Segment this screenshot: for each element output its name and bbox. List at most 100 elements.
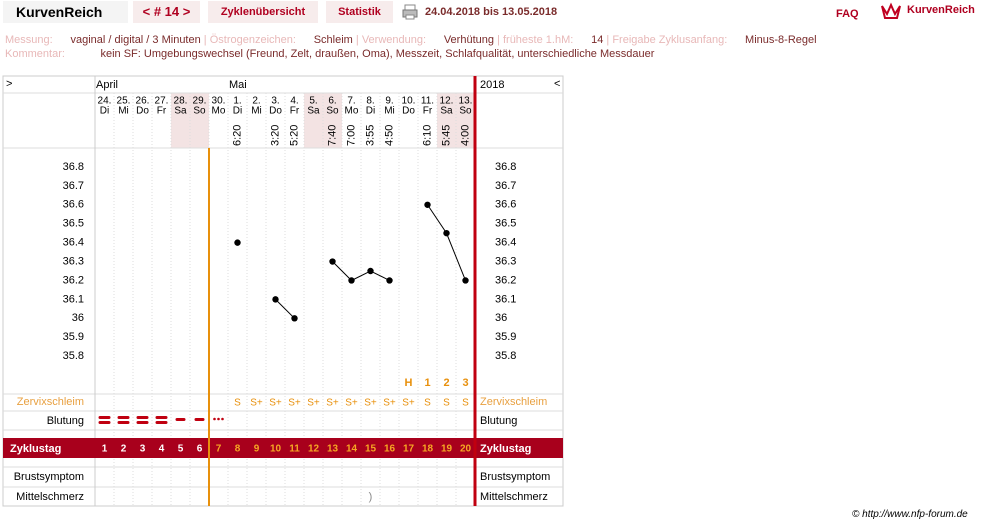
row-label: Blutung xyxy=(47,415,84,427)
y-tick-label: 36 xyxy=(495,312,507,324)
cycle-day: 12 xyxy=(308,444,320,455)
temperature-point xyxy=(367,267,374,275)
day-number: 24. xyxy=(98,96,112,107)
y-tick-label: 36.4 xyxy=(63,237,84,249)
measure-time: 4:00 xyxy=(459,125,471,146)
weekday: Mi xyxy=(118,106,129,117)
weekday: Fr xyxy=(290,106,300,117)
weekday: Do xyxy=(136,106,149,117)
tab[interactable]: Zyklenübersicht xyxy=(208,1,318,23)
weekday: Fr xyxy=(157,106,167,117)
tab[interactable]: Statistik xyxy=(326,1,393,23)
cervix-symbol: S+ xyxy=(364,398,377,409)
cycle-day: 6 xyxy=(197,444,203,455)
day-number: 1. xyxy=(233,96,241,107)
weekday: So xyxy=(193,106,206,117)
info-label: Freigabe Zyklusanfang: xyxy=(612,34,728,46)
row-label: Zyklustag xyxy=(10,443,61,455)
measure-time: 5:45 xyxy=(440,125,452,146)
measure-time: 5:20 xyxy=(288,125,300,146)
row-label: Zervixschleim xyxy=(480,396,547,408)
logo-text: KurvenReich xyxy=(907,4,975,16)
measure-time: 3:20 xyxy=(269,125,281,146)
weekday: Di xyxy=(233,106,242,117)
print-icon[interactable] xyxy=(402,4,418,20)
y-tick-label: 36.4 xyxy=(495,237,516,249)
y-tick-label: 36.2 xyxy=(63,274,84,286)
cervix-symbol: S+ xyxy=(326,398,339,409)
weekday: Mo xyxy=(345,106,359,117)
day-number: 4. xyxy=(290,96,298,107)
bleeding-icon xyxy=(194,418,205,421)
cycle-nav[interactable]: < # 14 > xyxy=(133,1,200,23)
measure-time: 7:00 xyxy=(345,125,357,146)
cycle-day: 7 xyxy=(216,444,222,455)
marker: 2 xyxy=(443,377,449,389)
day-number: 11. xyxy=(421,96,434,107)
cycle-day: 2 xyxy=(121,444,127,455)
row-label: Brustsymptom xyxy=(14,471,84,483)
midpain-symbol: ) xyxy=(369,491,373,503)
cycle-day: 10 xyxy=(270,444,282,455)
y-tick-label: 36.7 xyxy=(63,180,84,192)
y-tick-label: 36.3 xyxy=(63,255,84,267)
comment-line: Kommentar: kein SF: Umgebungswechsel (Fr… xyxy=(5,44,654,62)
temperature-point xyxy=(443,229,450,237)
month-label: April xyxy=(96,79,118,91)
info-value: Verhütung xyxy=(443,34,494,46)
weekend-shade xyxy=(171,93,190,148)
y-tick-label: 36.5 xyxy=(63,218,84,230)
date-range: 24.04.2018 bis 13.05.2018 xyxy=(425,6,558,18)
cervix-symbol: S xyxy=(462,398,469,409)
y-tick-label: 36.7 xyxy=(495,180,516,192)
bleeding-icon xyxy=(136,421,149,424)
day-number: 26. xyxy=(136,96,150,107)
bleeding-icon xyxy=(155,416,168,419)
weekday: Sa xyxy=(440,106,453,117)
weekend-shade xyxy=(456,93,475,148)
marker: H xyxy=(405,377,413,389)
cervix-symbol: S+ xyxy=(250,398,263,409)
separator: | xyxy=(603,34,613,46)
cycle-day: 16 xyxy=(384,444,396,455)
info-value: kein SF: Umgebungswechsel (Freund, Zelt,… xyxy=(100,48,655,60)
row-label: Mittelschmerz xyxy=(16,491,84,503)
weekday: Di xyxy=(100,106,109,117)
cycle-day: 1 xyxy=(102,444,108,455)
day-number: 3. xyxy=(271,96,279,107)
cervix-symbol: S xyxy=(424,398,431,409)
faq[interactable]: FAQ xyxy=(836,8,859,20)
separator: | xyxy=(493,34,503,46)
cycle-day: 4 xyxy=(159,444,165,455)
day-number: 10. xyxy=(402,96,416,107)
temperature-point xyxy=(348,277,355,284)
info-label: früheste 1.hM: xyxy=(502,34,574,46)
measure-time: 6:20 xyxy=(231,125,243,146)
brand: KurvenReich xyxy=(16,4,103,20)
weekend-shade xyxy=(304,93,323,148)
day-number: 7. xyxy=(347,96,355,107)
measure-time: 6:10 xyxy=(421,125,433,146)
month-label: Mai xyxy=(229,79,247,91)
y-tick-label: 36.6 xyxy=(495,199,516,211)
bleeding-icon xyxy=(117,421,130,424)
separator: | xyxy=(352,34,362,46)
nav-right: < xyxy=(554,78,560,90)
row-label: Brustsymptom xyxy=(480,471,550,483)
y-tick-label: 36 xyxy=(72,312,84,324)
cycle-day: 11 xyxy=(289,444,300,455)
day-number: 30. xyxy=(212,96,226,107)
y-tick-label: 35.8 xyxy=(495,350,516,362)
row-label: Blutung xyxy=(480,415,517,427)
info-label: Messung: xyxy=(5,34,53,46)
cycle-day: 15 xyxy=(365,444,377,455)
temperature-point xyxy=(234,239,241,246)
bleeding-icon xyxy=(136,416,149,419)
y-tick-label: 36.5 xyxy=(495,218,516,230)
temperature-point xyxy=(386,277,393,284)
info-line: Messung: vaginal / digital / 3 Minuten |… xyxy=(5,30,817,48)
y-tick-label: 36.1 xyxy=(63,293,84,305)
info-value: Minus-8-Regel xyxy=(745,34,817,46)
measure-time: 3:55 xyxy=(364,125,376,146)
